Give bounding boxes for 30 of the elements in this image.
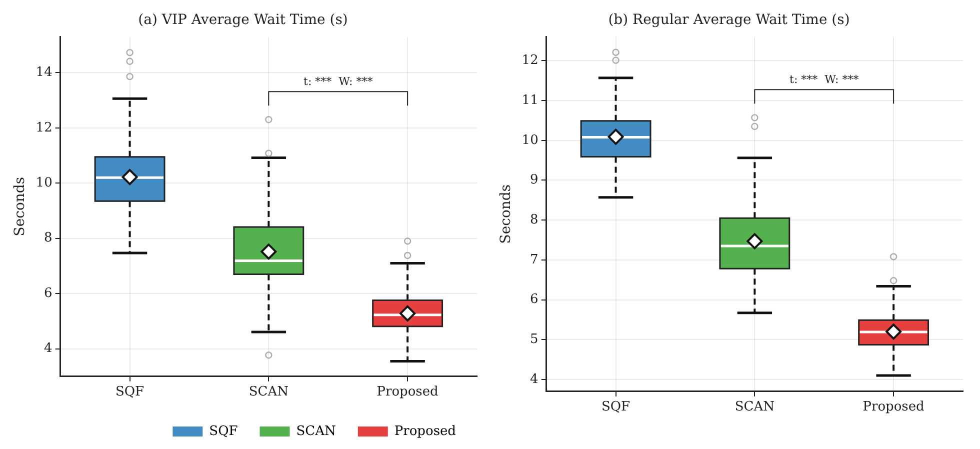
- y-tick-label: 6: [44, 286, 52, 301]
- x-tick-label: Proposed: [376, 384, 438, 400]
- legend-label: SQF: [209, 424, 238, 439]
- y-tick-label: 7: [530, 252, 538, 268]
- chart-title: (b) Regular Average Wait Time (s): [608, 12, 850, 28]
- x-tick-label: SCAN: [248, 384, 288, 400]
- x-tick-label: Proposed: [862, 400, 924, 415]
- y-tick-label: 12: [36, 120, 52, 136]
- annotation: t: *** W: ***: [790, 73, 860, 86]
- y-tick-label: 10: [36, 176, 52, 191]
- legend-label: Proposed: [394, 424, 456, 439]
- y-tick-label: 8: [530, 212, 538, 228]
- y-tick-label: 14: [36, 65, 52, 80]
- chart-title: (a) VIP Average Wait Time (s): [138, 12, 348, 28]
- y-tick-label: 11: [522, 92, 538, 108]
- y-axis-title: Seconds: [498, 184, 514, 244]
- y-axis-title: Seconds: [12, 176, 28, 236]
- x-tick-label: SCAN: [734, 400, 774, 415]
- legend-label: SCAN: [296, 424, 336, 439]
- y-tick-label: 8: [44, 230, 52, 246]
- y-tick-label: 12: [522, 53, 538, 68]
- x-tick-label: SQF: [601, 400, 630, 415]
- y-tick-label: 6: [530, 292, 538, 308]
- y-tick-label: 5: [530, 332, 538, 347]
- annotation: t: *** W: ***: [304, 74, 374, 88]
- x-tick-label: SQF: [115, 384, 144, 400]
- y-tick-label: 4: [44, 341, 52, 356]
- y-tick-label: 4: [530, 372, 538, 387]
- y-tick-label: 9: [530, 172, 538, 188]
- y-tick-label: 10: [522, 132, 538, 148]
